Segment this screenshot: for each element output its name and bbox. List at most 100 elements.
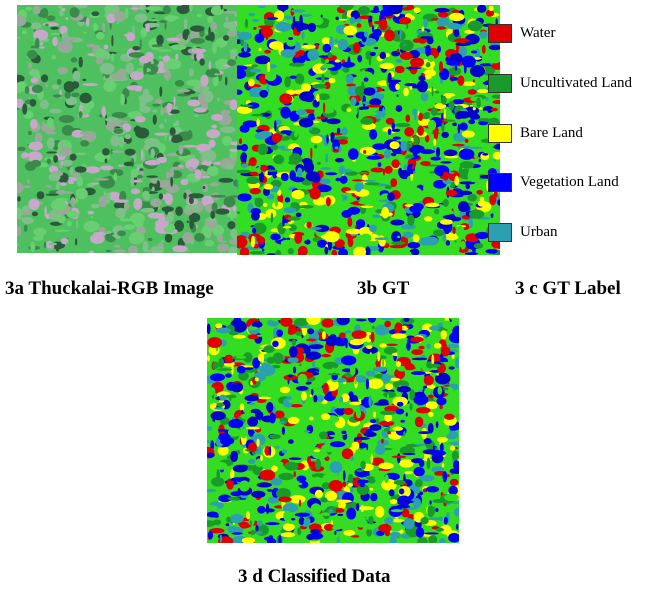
texture	[100, 165, 114, 170]
texture	[437, 46, 441, 53]
texture	[289, 153, 302, 164]
texture	[381, 479, 397, 491]
texture	[104, 45, 109, 50]
texture	[366, 156, 381, 160]
texture	[251, 64, 258, 67]
texture	[252, 228, 256, 234]
texture	[281, 173, 289, 181]
texture	[360, 206, 373, 208]
texture	[334, 531, 336, 535]
texture	[358, 6, 370, 15]
texture	[148, 19, 158, 21]
texture	[380, 410, 396, 415]
texture	[321, 74, 325, 83]
texture	[280, 107, 290, 119]
texture	[46, 194, 59, 196]
texture	[250, 69, 262, 73]
legend-label: Uncultivated Land	[520, 75, 632, 92]
texture	[382, 374, 391, 383]
texture	[159, 193, 163, 199]
texture	[131, 188, 140, 194]
texture	[384, 149, 391, 158]
texture	[324, 247, 328, 255]
texture	[460, 241, 465, 250]
texture	[358, 200, 374, 204]
texture	[93, 23, 98, 31]
texture	[170, 127, 176, 136]
texture	[269, 446, 271, 456]
texture	[326, 197, 331, 206]
texture	[387, 394, 389, 401]
texture	[397, 49, 400, 53]
texture	[275, 446, 280, 449]
texture	[323, 383, 329, 394]
texture	[401, 420, 405, 423]
texture	[301, 14, 313, 17]
texture	[28, 131, 32, 135]
texture	[248, 459, 256, 464]
texture	[292, 413, 300, 416]
texture	[202, 176, 211, 179]
texture	[410, 336, 423, 342]
texture	[126, 32, 135, 41]
texture	[256, 531, 263, 534]
texture	[310, 529, 320, 534]
texture	[299, 205, 314, 209]
texture	[368, 516, 373, 525]
texture	[359, 399, 361, 404]
texture	[304, 161, 314, 173]
texture	[243, 120, 258, 127]
texture	[171, 44, 187, 50]
texture	[282, 215, 285, 227]
texture	[459, 123, 467, 131]
texture	[391, 241, 405, 244]
texture	[95, 178, 109, 180]
texture	[385, 185, 393, 189]
texture	[356, 219, 365, 228]
texture	[444, 150, 458, 157]
texture	[328, 339, 338, 342]
texture	[384, 321, 391, 327]
texture	[90, 183, 99, 185]
texture	[314, 107, 317, 118]
texture	[276, 329, 283, 337]
texture	[308, 23, 316, 32]
texture	[58, 67, 69, 74]
texture	[295, 73, 305, 84]
texture	[370, 112, 377, 116]
texture	[102, 148, 110, 156]
texture	[340, 176, 348, 184]
texture	[366, 529, 372, 537]
texture	[215, 323, 222, 328]
texture	[400, 141, 407, 152]
texture	[227, 59, 236, 66]
legend-swatch	[488, 24, 512, 43]
texture	[439, 210, 453, 215]
texture	[133, 204, 141, 206]
texture	[217, 368, 233, 371]
texture	[69, 7, 79, 17]
texture	[410, 249, 418, 253]
texture	[405, 471, 413, 474]
texture	[284, 462, 298, 471]
texture	[178, 165, 184, 168]
texture	[307, 328, 314, 334]
texture	[163, 5, 171, 14]
texture	[118, 165, 125, 167]
texture	[273, 353, 284, 364]
texture	[259, 29, 262, 38]
texture	[67, 221, 72, 227]
texture	[397, 95, 399, 97]
texture	[75, 166, 87, 173]
texture	[117, 230, 126, 236]
texture	[299, 91, 314, 101]
texture	[462, 216, 470, 219]
texture	[314, 449, 320, 452]
texture	[326, 134, 328, 143]
texture	[470, 65, 485, 77]
texture	[45, 185, 51, 187]
texture	[352, 330, 367, 339]
texture	[339, 19, 347, 21]
texture	[317, 162, 321, 165]
texture	[226, 516, 230, 522]
